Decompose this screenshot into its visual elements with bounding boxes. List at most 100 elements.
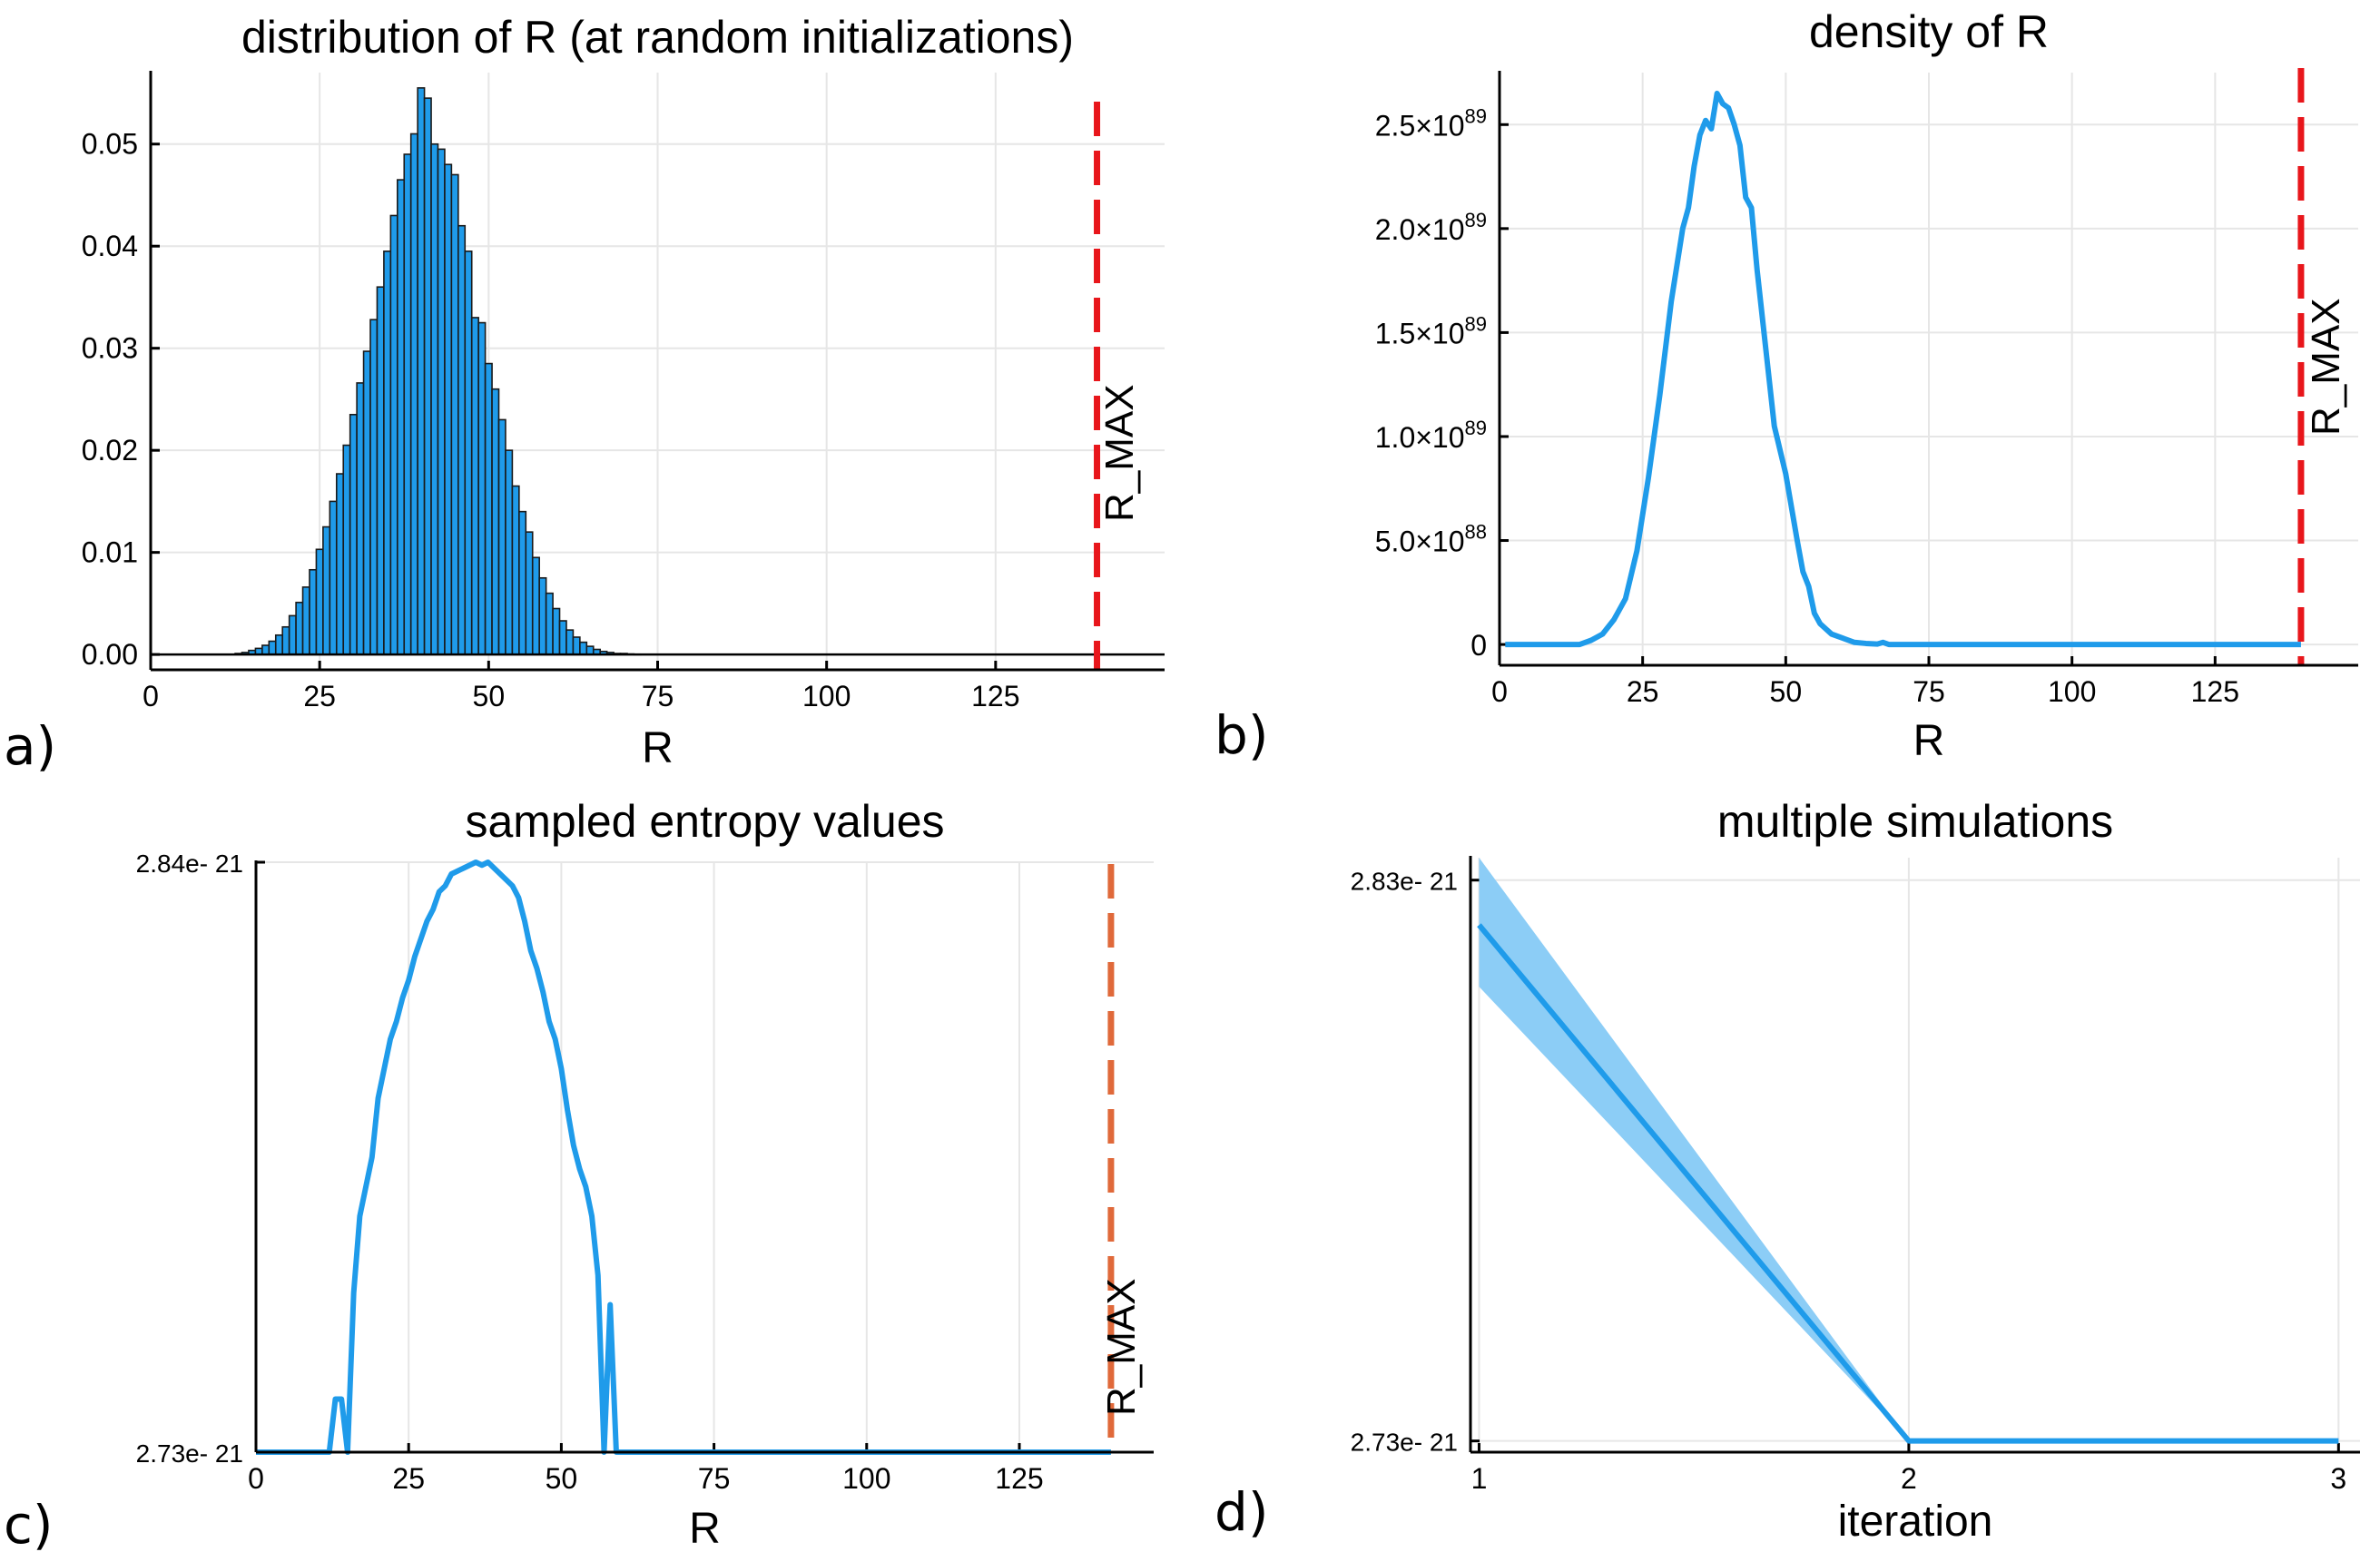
histogram-bar: [409, 133, 418, 655]
histogram-bar: [579, 641, 588, 655]
histogram-bar: [417, 87, 426, 655]
histogram-bar: [274, 634, 284, 655]
x-tick-label: 125: [971, 680, 1019, 712]
histogram-bar: [329, 500, 338, 655]
histogram-bar: [477, 321, 487, 655]
x-tick-label: 125: [995, 1462, 1043, 1495]
histogram-bar: [376, 286, 385, 655]
histogram-bar: [342, 444, 351, 655]
x-tick-label: 25: [1627, 675, 1659, 708]
panel-a-histogram: distribution of R (at random initializat…: [82, 12, 1165, 772]
histogram-bar: [525, 531, 534, 655]
y-tick-label: 0.02: [82, 434, 138, 467]
histogram-bar: [531, 556, 540, 655]
histogram-bar: [497, 418, 506, 655]
histogram-bar: [484, 362, 493, 655]
histogram-bar: [349, 414, 358, 655]
histogram-bar: [552, 607, 561, 655]
x-tick-label: 50: [473, 680, 506, 712]
x-tick-label: 100: [842, 1462, 890, 1495]
x-tick-label: 50: [1770, 675, 1803, 708]
panel-d-simulations: multiple simulations iteration 1 2 3 2.73e- 2…: [1351, 796, 2360, 1546]
y-tick-exponent: 89: [1465, 417, 1487, 439]
x-tick-label: 125: [2191, 675, 2239, 708]
histogram-bar: [444, 163, 453, 655]
histogram-bar: [322, 526, 331, 655]
y-tick-label: 2.83e- 21: [1351, 868, 1458, 896]
chart-title: distribution of R (at random initializat…: [241, 12, 1074, 63]
histogram-bar: [464, 250, 473, 655]
histogram-bar: [470, 317, 479, 655]
x-tick-label: 25: [303, 680, 336, 712]
histogram-bar: [437, 148, 446, 655]
chart-title: sampled entropy values: [465, 796, 944, 847]
x-tick-label: 3: [2330, 1462, 2346, 1495]
histogram-bar: [288, 614, 297, 655]
y-tick-label: 2.5×1089: [1375, 104, 1487, 142]
histogram-bar: [545, 592, 554, 655]
x-tick-label: 0: [1491, 675, 1508, 708]
y-tick-label: 1.0×1089: [1375, 417, 1487, 454]
histogram-bar: [538, 576, 547, 655]
x-tick-label: 100: [2048, 675, 2096, 708]
x-tick-label: 100: [802, 680, 851, 712]
histogram-bar: [383, 250, 392, 655]
chart-title: density of R: [1809, 6, 2049, 57]
x-axis-label: R: [1913, 717, 1945, 765]
histogram-bar: [450, 173, 459, 655]
x-tick-label: 75: [1913, 675, 1945, 708]
y-tick-label: 0.05: [82, 128, 138, 161]
x-tick-label: 75: [642, 680, 674, 712]
histogram-bar: [558, 620, 567, 655]
y-tick-label: 2.73e- 21: [1351, 1429, 1458, 1457]
histogram-bar: [369, 319, 379, 655]
x-axis-label: iteration: [1838, 1498, 1993, 1546]
histogram-bar: [389, 214, 398, 655]
rmax-label: R_MAX: [1099, 1278, 1144, 1416]
series-line: [1477, 923, 2339, 1444]
histogram-bar: [281, 625, 290, 655]
y-tick-label: 2.84e- 21: [136, 850, 243, 878]
panel-label-a: a): [4, 715, 56, 777]
x-tick-label: 25: [392, 1462, 425, 1495]
rmax-label: R_MAX: [1097, 384, 1142, 522]
panel-label-c: c): [4, 1494, 54, 1552]
y-tick-label: 0.04: [82, 230, 138, 262]
histogram-bar: [335, 473, 345, 655]
histogram-bar: [518, 510, 527, 655]
series-line: [1505, 90, 2301, 648]
y-tick-label: 0: [1470, 629, 1487, 662]
histogram-bar: [457, 224, 467, 655]
series-line: [256, 859, 1111, 1455]
histogram-bar: [261, 644, 270, 655]
x-tick-label: 1: [1471, 1462, 1488, 1495]
histogram-bar: [403, 153, 412, 655]
chart-title: multiple simulations: [1717, 796, 2113, 847]
histogram-bar: [309, 568, 318, 655]
y-tick-label: 0.01: [82, 536, 138, 569]
y-tick-exponent: 89: [1465, 104, 1487, 127]
y-tick-exponent: 89: [1465, 312, 1487, 335]
histogram-bar: [585, 645, 595, 655]
x-axis-label: R: [642, 724, 674, 772]
y-tick-label: 2.0×1089: [1375, 209, 1487, 246]
x-axis-label: R: [689, 1505, 721, 1552]
panel-label-d: d): [1215, 1481, 1268, 1543]
histogram-bar: [315, 548, 324, 655]
histogram-bar: [511, 485, 520, 655]
histogram-bar: [268, 640, 277, 655]
confidence-band: [1479, 858, 2339, 1441]
histogram-bar: [423, 97, 432, 655]
rmax-label: R_MAX: [2304, 298, 2348, 436]
y-tick-label: 5.0×1088: [1375, 521, 1487, 558]
panel-c-entropy: sampled entropy values R 0 25 50 75 100 125 2.73…: [136, 796, 1154, 1552]
histogram-bar: [572, 636, 581, 655]
histogram-bar: [505, 449, 514, 655]
panel-b-density: density of R R 0 25 50 75 100 125 0 5.0×1088 1.0×1…: [1375, 6, 2358, 765]
y-tick-label: 1.5×1089: [1375, 312, 1487, 349]
histogram-bar: [362, 350, 371, 655]
y-tick-label: 2.73e- 21: [136, 1439, 243, 1468]
histogram-bar: [301, 586, 310, 655]
histogram-bar: [565, 629, 575, 655]
